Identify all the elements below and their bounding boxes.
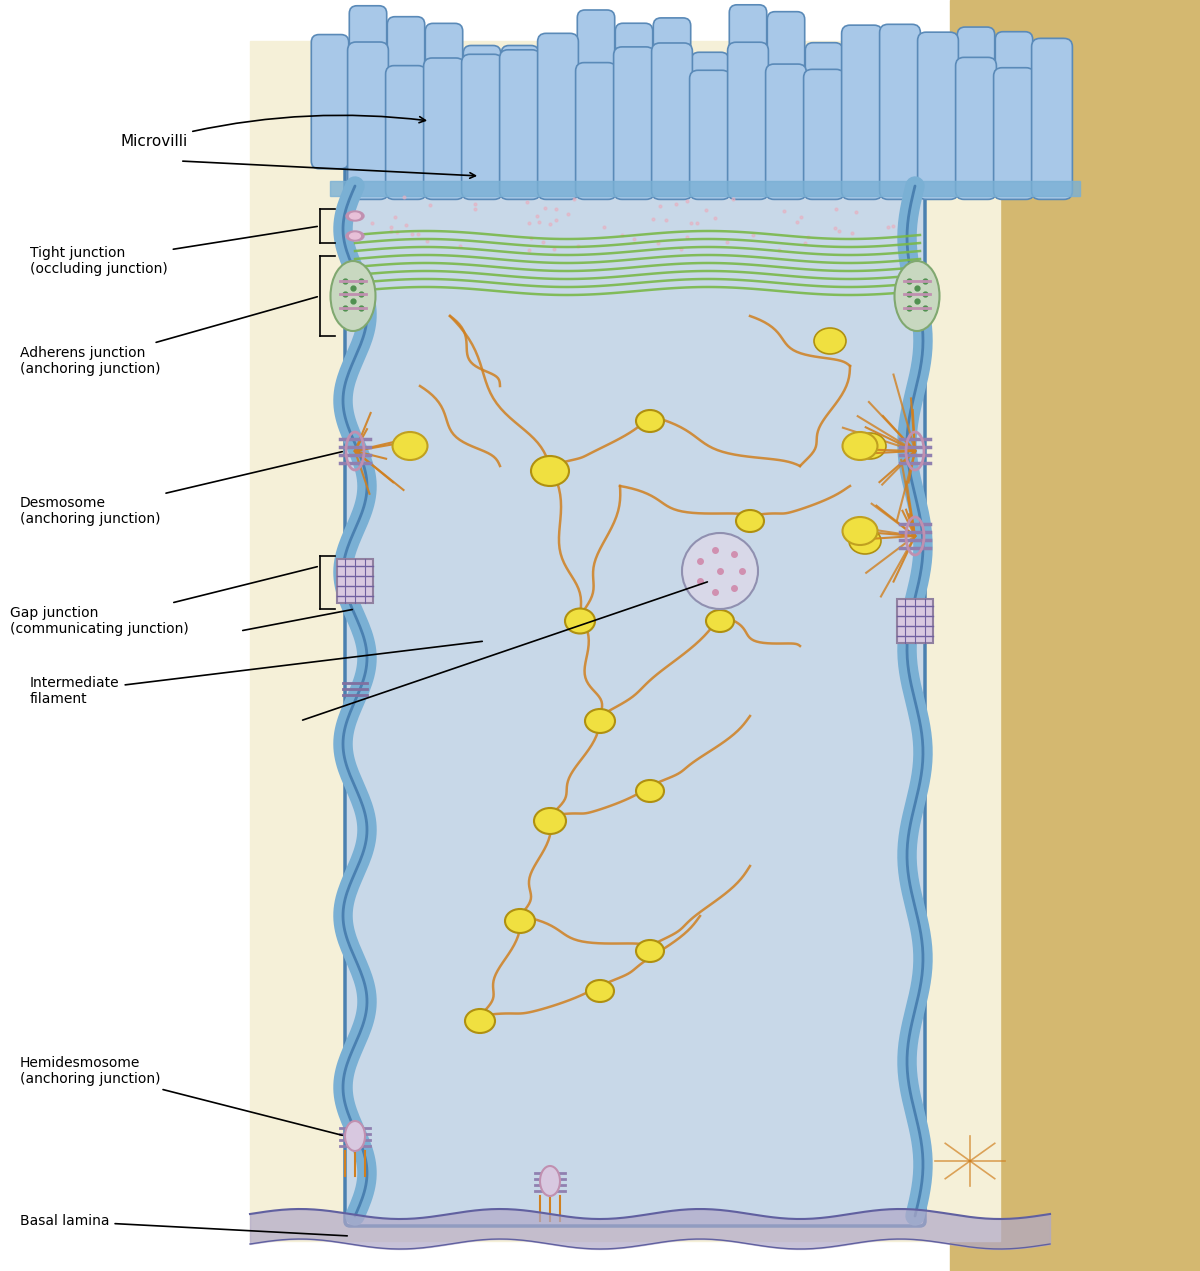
FancyBboxPatch shape xyxy=(880,24,920,200)
FancyBboxPatch shape xyxy=(425,23,463,169)
Ellipse shape xyxy=(848,527,881,554)
FancyBboxPatch shape xyxy=(1033,38,1070,169)
Ellipse shape xyxy=(706,610,734,632)
Text: Basal lamina: Basal lamina xyxy=(20,1214,347,1235)
Ellipse shape xyxy=(636,780,664,802)
FancyBboxPatch shape xyxy=(767,11,805,169)
FancyBboxPatch shape xyxy=(311,34,349,169)
FancyBboxPatch shape xyxy=(881,44,919,169)
Ellipse shape xyxy=(346,211,364,221)
FancyBboxPatch shape xyxy=(385,66,426,200)
FancyBboxPatch shape xyxy=(995,32,1033,169)
FancyBboxPatch shape xyxy=(804,70,845,200)
Text: Adherens junction
(anchoring junction): Adherens junction (anchoring junction) xyxy=(20,296,317,376)
Ellipse shape xyxy=(330,261,376,330)
Text: Gap junction
(communicating junction): Gap junction (communicating junction) xyxy=(10,567,317,636)
FancyBboxPatch shape xyxy=(538,33,578,200)
Bar xyxy=(330,180,1080,196)
FancyBboxPatch shape xyxy=(348,42,389,200)
Ellipse shape xyxy=(392,432,427,460)
FancyBboxPatch shape xyxy=(1032,38,1073,200)
Bar xyxy=(950,0,1200,1271)
FancyBboxPatch shape xyxy=(463,46,500,169)
Ellipse shape xyxy=(636,411,664,432)
FancyBboxPatch shape xyxy=(690,70,731,200)
FancyBboxPatch shape xyxy=(613,47,654,200)
FancyBboxPatch shape xyxy=(918,32,959,200)
Circle shape xyxy=(682,533,758,609)
Text: Tight junction
(occluding junction): Tight junction (occluding junction) xyxy=(30,226,317,276)
Bar xyxy=(896,599,932,643)
Bar xyxy=(250,41,1000,1240)
FancyBboxPatch shape xyxy=(346,66,925,1227)
Ellipse shape xyxy=(584,709,614,733)
Ellipse shape xyxy=(530,456,569,486)
FancyBboxPatch shape xyxy=(499,50,540,200)
Ellipse shape xyxy=(349,233,360,239)
Ellipse shape xyxy=(464,1009,494,1033)
Ellipse shape xyxy=(346,1121,365,1152)
FancyBboxPatch shape xyxy=(727,42,768,200)
FancyBboxPatch shape xyxy=(652,43,692,200)
Ellipse shape xyxy=(346,231,364,241)
Ellipse shape xyxy=(586,980,614,1002)
Ellipse shape xyxy=(736,510,764,533)
FancyBboxPatch shape xyxy=(502,46,539,169)
FancyBboxPatch shape xyxy=(616,23,653,169)
FancyBboxPatch shape xyxy=(919,38,956,169)
Ellipse shape xyxy=(854,433,886,459)
Text: Hemidesmosome
(anchoring junction): Hemidesmosome (anchoring junction) xyxy=(20,1056,342,1135)
Text: Desmosome
(anchoring junction): Desmosome (anchoring junction) xyxy=(20,451,342,526)
Text: Intermediate
filament: Intermediate filament xyxy=(30,642,482,707)
FancyBboxPatch shape xyxy=(955,57,996,200)
FancyBboxPatch shape xyxy=(844,44,881,169)
Ellipse shape xyxy=(505,909,535,933)
FancyBboxPatch shape xyxy=(424,58,464,200)
FancyBboxPatch shape xyxy=(539,51,577,169)
Ellipse shape xyxy=(565,609,595,633)
FancyBboxPatch shape xyxy=(730,5,767,169)
Ellipse shape xyxy=(894,261,940,330)
FancyBboxPatch shape xyxy=(958,27,995,169)
FancyBboxPatch shape xyxy=(462,55,503,200)
FancyBboxPatch shape xyxy=(805,43,842,169)
Ellipse shape xyxy=(842,432,877,460)
FancyBboxPatch shape xyxy=(388,17,425,169)
FancyBboxPatch shape xyxy=(576,62,617,200)
Ellipse shape xyxy=(534,808,566,834)
Ellipse shape xyxy=(814,328,846,355)
Ellipse shape xyxy=(636,941,664,962)
Ellipse shape xyxy=(349,214,360,219)
FancyBboxPatch shape xyxy=(349,6,386,169)
FancyBboxPatch shape xyxy=(841,25,882,200)
FancyBboxPatch shape xyxy=(653,18,691,169)
Bar xyxy=(337,559,373,602)
FancyBboxPatch shape xyxy=(766,64,806,200)
FancyBboxPatch shape xyxy=(691,52,728,169)
Ellipse shape xyxy=(842,517,877,545)
Text: Microvilli: Microvilli xyxy=(120,116,425,149)
FancyBboxPatch shape xyxy=(577,10,614,169)
Ellipse shape xyxy=(540,1166,560,1196)
FancyBboxPatch shape xyxy=(994,67,1034,200)
